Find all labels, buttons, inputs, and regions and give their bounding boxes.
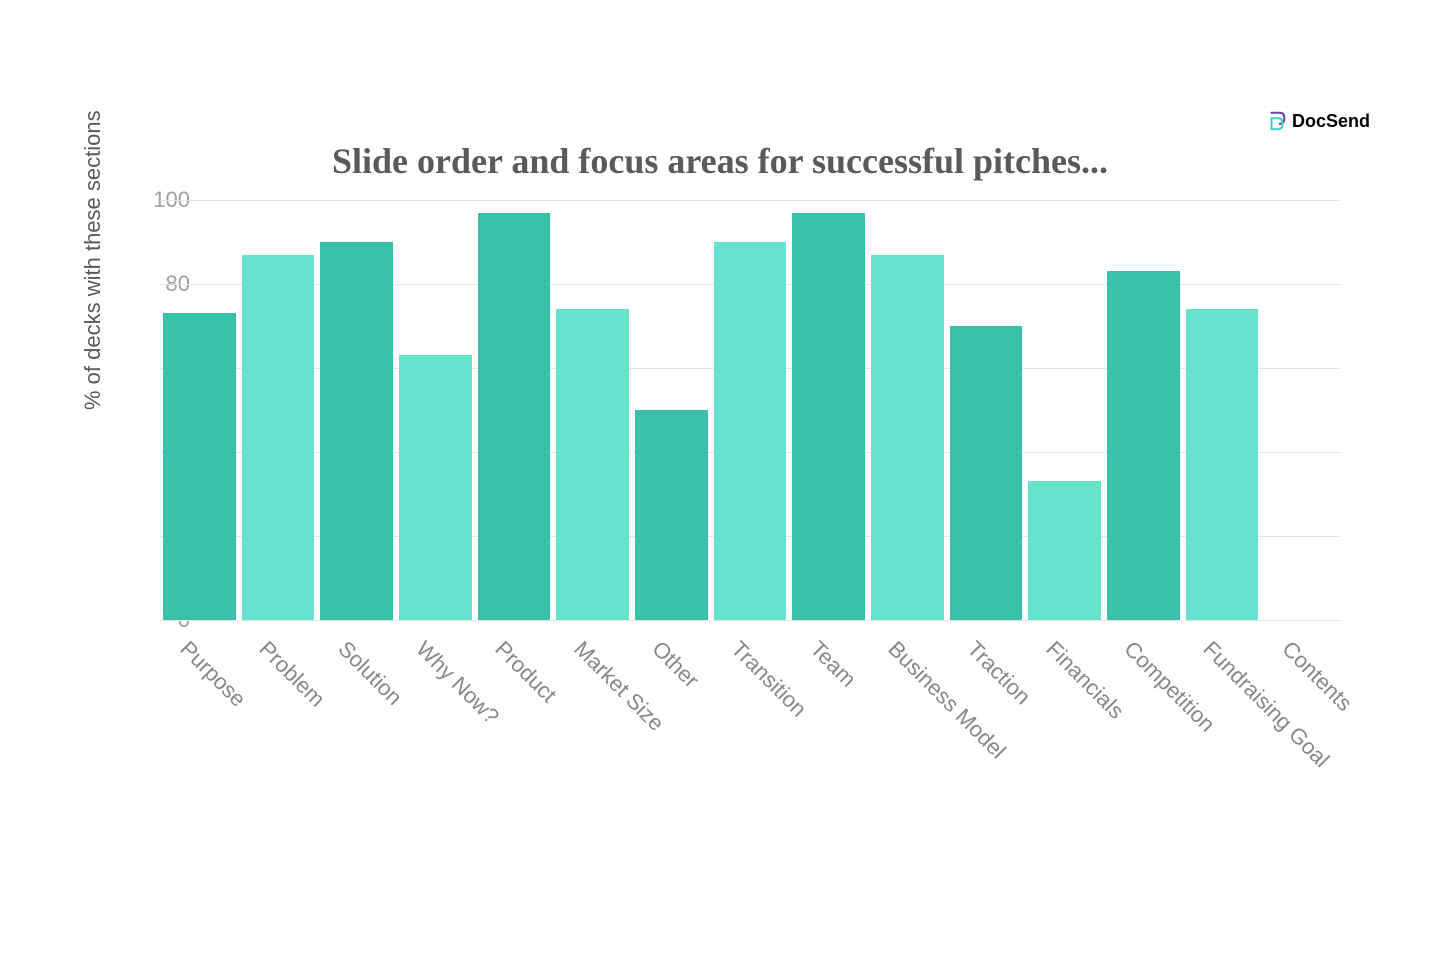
x-tick-label: Why Now? <box>411 636 505 730</box>
x-tick-label: Other <box>647 636 704 693</box>
chart-title: Slide order and focus areas for successf… <box>60 140 1380 182</box>
x-tick-label: Contents <box>1276 636 1357 717</box>
bar <box>478 213 550 620</box>
bar <box>556 309 628 620</box>
y-axis-label: % of decks with these sections <box>80 110 106 410</box>
x-tick-label: Transition <box>726 636 812 722</box>
plot-area <box>160 200 1340 620</box>
bar <box>163 313 235 620</box>
gridline <box>160 620 1340 621</box>
bar-chart: Slide order and focus areas for successf… <box>60 80 1380 800</box>
bar <box>871 255 943 620</box>
bar <box>242 255 314 620</box>
bar <box>792 213 864 620</box>
bar <box>635 410 707 620</box>
x-tick-labels: PurposeProblemSolutionWhy Now?ProductMar… <box>160 630 1340 780</box>
bar <box>1186 309 1258 620</box>
x-tick-label: Purpose <box>175 636 251 712</box>
x-tick-label: Financials <box>1040 636 1128 724</box>
x-tick-label: Team <box>804 636 860 692</box>
bar <box>714 242 786 620</box>
x-tick-label: Product <box>490 636 562 708</box>
bar <box>1028 481 1100 620</box>
bar <box>1107 271 1179 620</box>
bar <box>399 355 471 620</box>
bar <box>320 242 392 620</box>
bar <box>950 326 1022 620</box>
x-tick-label: Problem <box>254 636 330 712</box>
bars-group <box>160 200 1340 620</box>
x-tick-label: Solution <box>332 636 407 711</box>
x-tick-label: Traction <box>962 636 1036 710</box>
